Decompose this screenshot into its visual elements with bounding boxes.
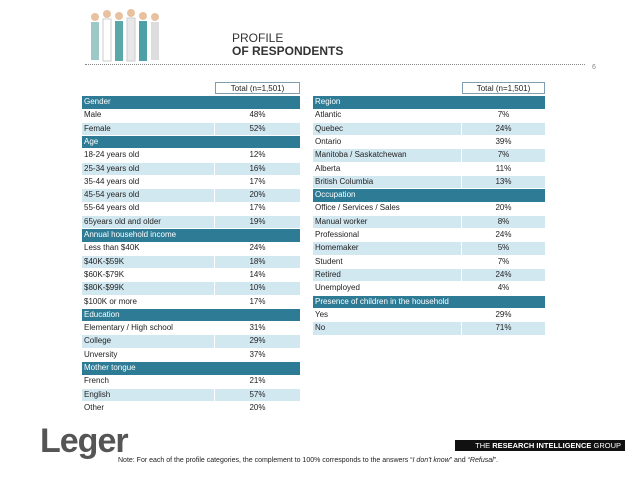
row-value: 5%	[462, 242, 545, 255]
row-value: 20%	[215, 189, 300, 202]
row-label: Office / Services / Sales	[315, 203, 400, 213]
row-value: 17%	[249, 296, 266, 306]
row-label: Unemployed	[315, 283, 360, 293]
row-label: $40K-$59K	[82, 255, 214, 269]
row-value: 24%	[495, 230, 512, 239]
row-label: Quebec	[313, 122, 461, 136]
row-value: 57%	[215, 388, 300, 402]
section-header: Gender	[82, 96, 300, 109]
row-label: 55-64 years old	[84, 203, 140, 213]
row-label: Homemaker	[313, 242, 461, 255]
note-part: Refusal	[469, 457, 494, 464]
tagline-part: RESEARCH INTELLIGENCE	[492, 441, 592, 450]
row-label: Female	[82, 122, 214, 136]
section-header: Mother tongue	[82, 362, 300, 375]
row-label: Alberta	[315, 163, 341, 173]
row-label: Manitoba / Saskatchewan	[313, 149, 461, 162]
row-value: 10%	[215, 282, 300, 295]
row-value: 31%	[249, 323, 266, 333]
row-value: 7%	[497, 110, 510, 120]
row-value: 37%	[249, 349, 266, 359]
row-value: 19%	[215, 215, 300, 229]
row-value: 20%	[495, 203, 512, 213]
section-header: Education	[82, 308, 300, 322]
row-label: Yes	[315, 309, 329, 319]
row-label: British Columbia	[313, 175, 461, 189]
column-header: Total (n=1,501)	[462, 82, 545, 94]
row-value: 39%	[495, 136, 512, 146]
tagline-part: GROUP	[591, 441, 621, 450]
row-value: 24%	[462, 122, 545, 136]
row-value: 29%	[215, 335, 300, 348]
row-value: 71%	[462, 322, 545, 335]
row-value: 29%	[495, 309, 512, 319]
row-value: 7%	[462, 149, 545, 162]
row-value: 14%	[249, 269, 266, 279]
row-label: 65years old and older	[82, 215, 214, 229]
row-label: Professional	[315, 230, 360, 239]
row-label: $80K-$99K	[82, 282, 214, 295]
section-header: Region	[313, 96, 545, 109]
note-part: ” and “	[449, 457, 470, 464]
row-label: 35-44 years old	[84, 176, 140, 186]
row-value: 18%	[215, 255, 300, 269]
row-value: 13%	[462, 175, 545, 189]
row-value: 20%	[249, 402, 266, 412]
row-value: 24%	[462, 268, 545, 282]
row-value: 12%	[249, 150, 266, 160]
row-label: 18-24 years old	[84, 150, 140, 160]
row-label: College	[82, 335, 214, 348]
tagline: THE RESEARCH INTELLIGENCE GROUP	[455, 440, 625, 451]
row-value: 16%	[215, 162, 300, 175]
row-label: French	[84, 376, 109, 386]
row-value: 4%	[497, 283, 510, 293]
row-value: 7%	[497, 256, 510, 266]
note-part: I don't know	[412, 457, 450, 464]
row-label: Male	[84, 110, 102, 120]
row-label: $60K-$79K	[84, 269, 125, 279]
column-header: Total (n=1,501)	[215, 82, 300, 94]
row-label: Atlantic	[315, 110, 342, 120]
row-label: Other	[84, 402, 105, 412]
row-label: Unversity	[84, 349, 118, 359]
page-number: 6	[592, 64, 596, 71]
row-value: 48%	[249, 110, 266, 120]
section-header: Occupation	[313, 189, 545, 202]
tagline-part: THE	[475, 441, 493, 450]
row-value: 17%	[249, 176, 266, 186]
row-value: 11%	[495, 163, 512, 173]
row-value: 52%	[215, 122, 300, 136]
row-label: No	[313, 322, 461, 335]
row-label: Elementary / High school	[84, 323, 173, 333]
note-part: ”.	[493, 457, 498, 464]
title-line1: PROFILE	[232, 31, 284, 45]
divider	[85, 64, 585, 65]
row-label: $100K or more	[84, 296, 137, 306]
section-header: Presence of children in the household	[313, 295, 545, 308]
row-value: 17%	[249, 203, 266, 213]
row-label: English	[82, 388, 214, 402]
row-value: 8%	[462, 215, 545, 229]
row-label: Manual worker	[313, 215, 461, 229]
logo: Leger	[40, 422, 129, 460]
row-label: Retired	[313, 268, 461, 282]
title-line2: OF RESPONDENTS	[232, 44, 344, 58]
note-part: Note: For each of the profile categories…	[118, 457, 413, 464]
section-header: Age	[82, 135, 300, 149]
row-label: Less than $40K	[84, 243, 140, 253]
row-label: Ontario	[315, 136, 342, 146]
row-label: 25-34 years old	[82, 162, 214, 175]
row-value: 24%	[249, 243, 266, 253]
note: Note: For each of the profile categories…	[118, 457, 498, 464]
row-value: 21%	[249, 376, 266, 386]
row-label: Student	[315, 256, 343, 266]
row-label: 45-54 years old	[82, 189, 214, 202]
section-header: Annual household income	[82, 229, 300, 242]
people-illustration	[91, 9, 159, 62]
